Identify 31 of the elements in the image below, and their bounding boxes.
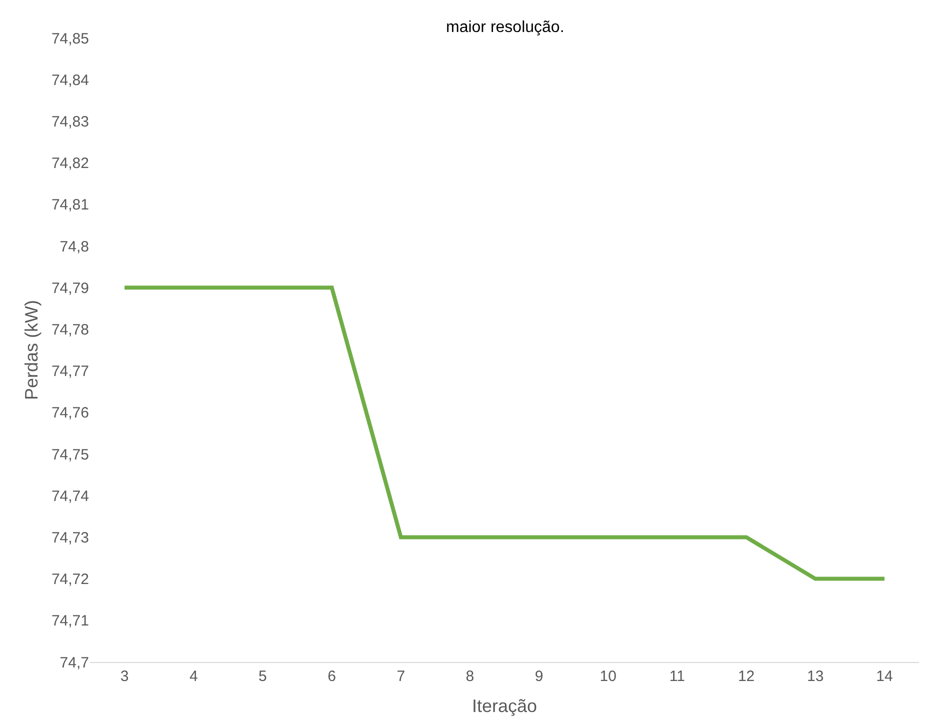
y-tick-label: 74,82: [51, 155, 89, 172]
x-tick-label: 6: [328, 668, 336, 685]
text: maior resolução.: [446, 19, 564, 36]
y-tick-label: 74,83: [51, 113, 89, 130]
x-tick-label: 14: [876, 668, 893, 685]
x-tick-label: 5: [258, 668, 267, 685]
y-tick-label: 74,78: [51, 321, 89, 338]
y-tick-label: 74,81: [51, 196, 89, 214]
y-tick-label: 74,73: [51, 529, 89, 546]
y-tick-label: 74,75: [51, 446, 89, 464]
x-tick-label: 7: [396, 668, 406, 685]
y-tick-label: 74,79: [51, 280, 89, 297]
x-tick-label: 8: [466, 668, 474, 685]
x-tick-label: 13: [807, 668, 824, 685]
x-tick-label: 12: [738, 668, 755, 685]
y-tick-label: 74,71: [51, 612, 89, 630]
x-tick-label: 3: [120, 668, 129, 685]
y-tick-label: 74,72: [51, 571, 89, 588]
x-tick-label: 4: [189, 668, 198, 685]
y-tick-label: 74,84: [51, 72, 89, 89]
x-tick-label: 9: [534, 668, 544, 685]
y-tick-label: 74,77: [51, 363, 89, 380]
x-axis-title: Iteração: [472, 696, 538, 716]
y-tick-label: 74,74: [51, 488, 89, 505]
x-tick-label: 10: [600, 668, 616, 685]
x-tick-label: 11: [669, 668, 685, 685]
y-tick-label: 74,85: [51, 30, 89, 48]
y-tick-label: 74,8: [60, 238, 89, 256]
y-tick-label: 74,7: [60, 654, 89, 672]
y-tick-label: 74,76: [51, 404, 89, 422]
y-axis-title: Perdas (kW): [22, 300, 42, 400]
